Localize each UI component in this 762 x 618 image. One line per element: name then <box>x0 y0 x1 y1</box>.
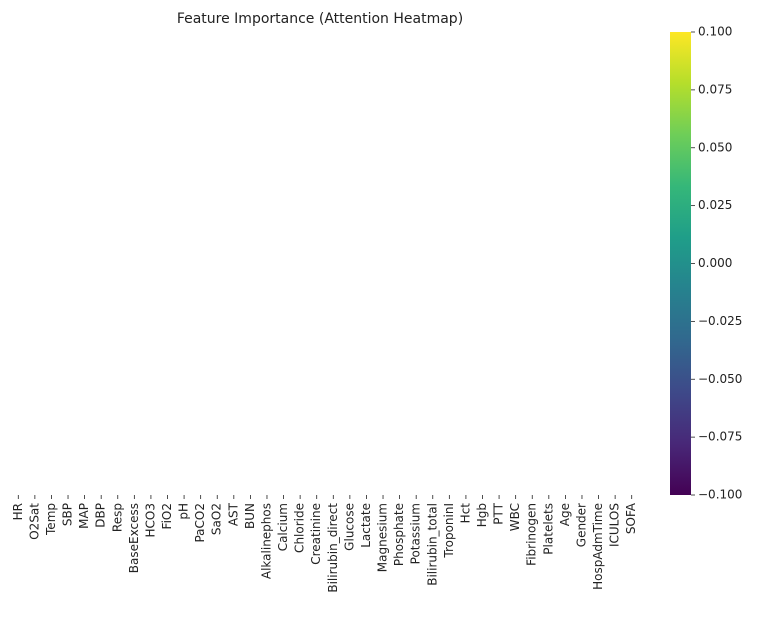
x-tick-label: FiO2 <box>160 503 174 529</box>
colorbar-tick-label: −0.025 <box>698 314 742 328</box>
x-tick-label: Age <box>558 503 572 526</box>
x-tick-label: Potassium <box>409 503 423 564</box>
x-tick-label: BUN <box>243 503 257 529</box>
x-tick-label: AST <box>226 502 240 526</box>
x-tick-label: SaO2 <box>210 503 224 535</box>
x-tick-label: SBP <box>61 503 75 526</box>
x-tick-label: Bilirubin_direct <box>326 503 340 593</box>
x-tick-label: ICULOS <box>608 503 622 547</box>
x-tick-label: Magnesium <box>376 503 390 572</box>
x-tick-label: PTT <box>492 502 506 524</box>
chart-title: Feature Importance (Attention Heatmap) <box>177 11 463 27</box>
x-tick-label: Chloride <box>293 503 307 553</box>
x-tick-label: Temp <box>44 503 58 536</box>
x-tick-label: DBP <box>94 503 108 528</box>
x-tick-label: SOFA <box>624 502 638 534</box>
x-tick-label: PaCO2 <box>193 503 207 543</box>
x-tick-label: MAP <box>77 503 91 529</box>
x-tick-label: Glucose <box>342 503 356 551</box>
colorbar <box>670 32 691 495</box>
colorbar-tick-label: −0.100 <box>698 488 742 502</box>
x-tick-label: Lactate <box>359 503 373 548</box>
colorbar-tick-label: 0.025 <box>698 198 732 212</box>
colorbar-tick-label: −0.075 <box>698 430 742 444</box>
x-tick-label: Gender <box>574 503 588 547</box>
x-tick-label: HospAdmTime <box>591 503 605 590</box>
x-tick-label: Hgb <box>475 503 489 527</box>
colorbar-tick-label: 0.100 <box>698 25 732 39</box>
x-tick-label: Calcium <box>276 503 290 551</box>
x-tick-label: Phosphate <box>392 503 406 566</box>
x-tick-label: HCO3 <box>143 503 157 537</box>
colorbar-tick-label: 0.075 <box>698 82 732 96</box>
x-tick-label: Alkalinephos <box>259 503 273 579</box>
x-tick-label: Hct <box>458 503 472 524</box>
x-tick-label: Bilirubin_total <box>425 503 439 586</box>
x-tick-label: Creatinine <box>309 503 323 565</box>
x-tick-label: Platelets <box>541 503 555 555</box>
x-tick-label: HR <box>11 503 25 520</box>
x-tick-label: TroponinI <box>442 503 456 559</box>
x-tick-label: WBC <box>508 503 522 531</box>
colorbar-tick-label: 0.000 <box>698 256 732 270</box>
x-tick-label: O2Sat <box>27 503 41 540</box>
colorbar-tick-label: −0.050 <box>698 372 742 386</box>
x-tick-label: Resp <box>110 503 124 532</box>
colorbar-tick-label: 0.050 <box>698 140 732 154</box>
x-tick-label: BaseExcess <box>127 503 141 573</box>
x-tick-label: pH <box>177 503 191 520</box>
x-tick-label: Fibrinogen <box>525 503 539 566</box>
